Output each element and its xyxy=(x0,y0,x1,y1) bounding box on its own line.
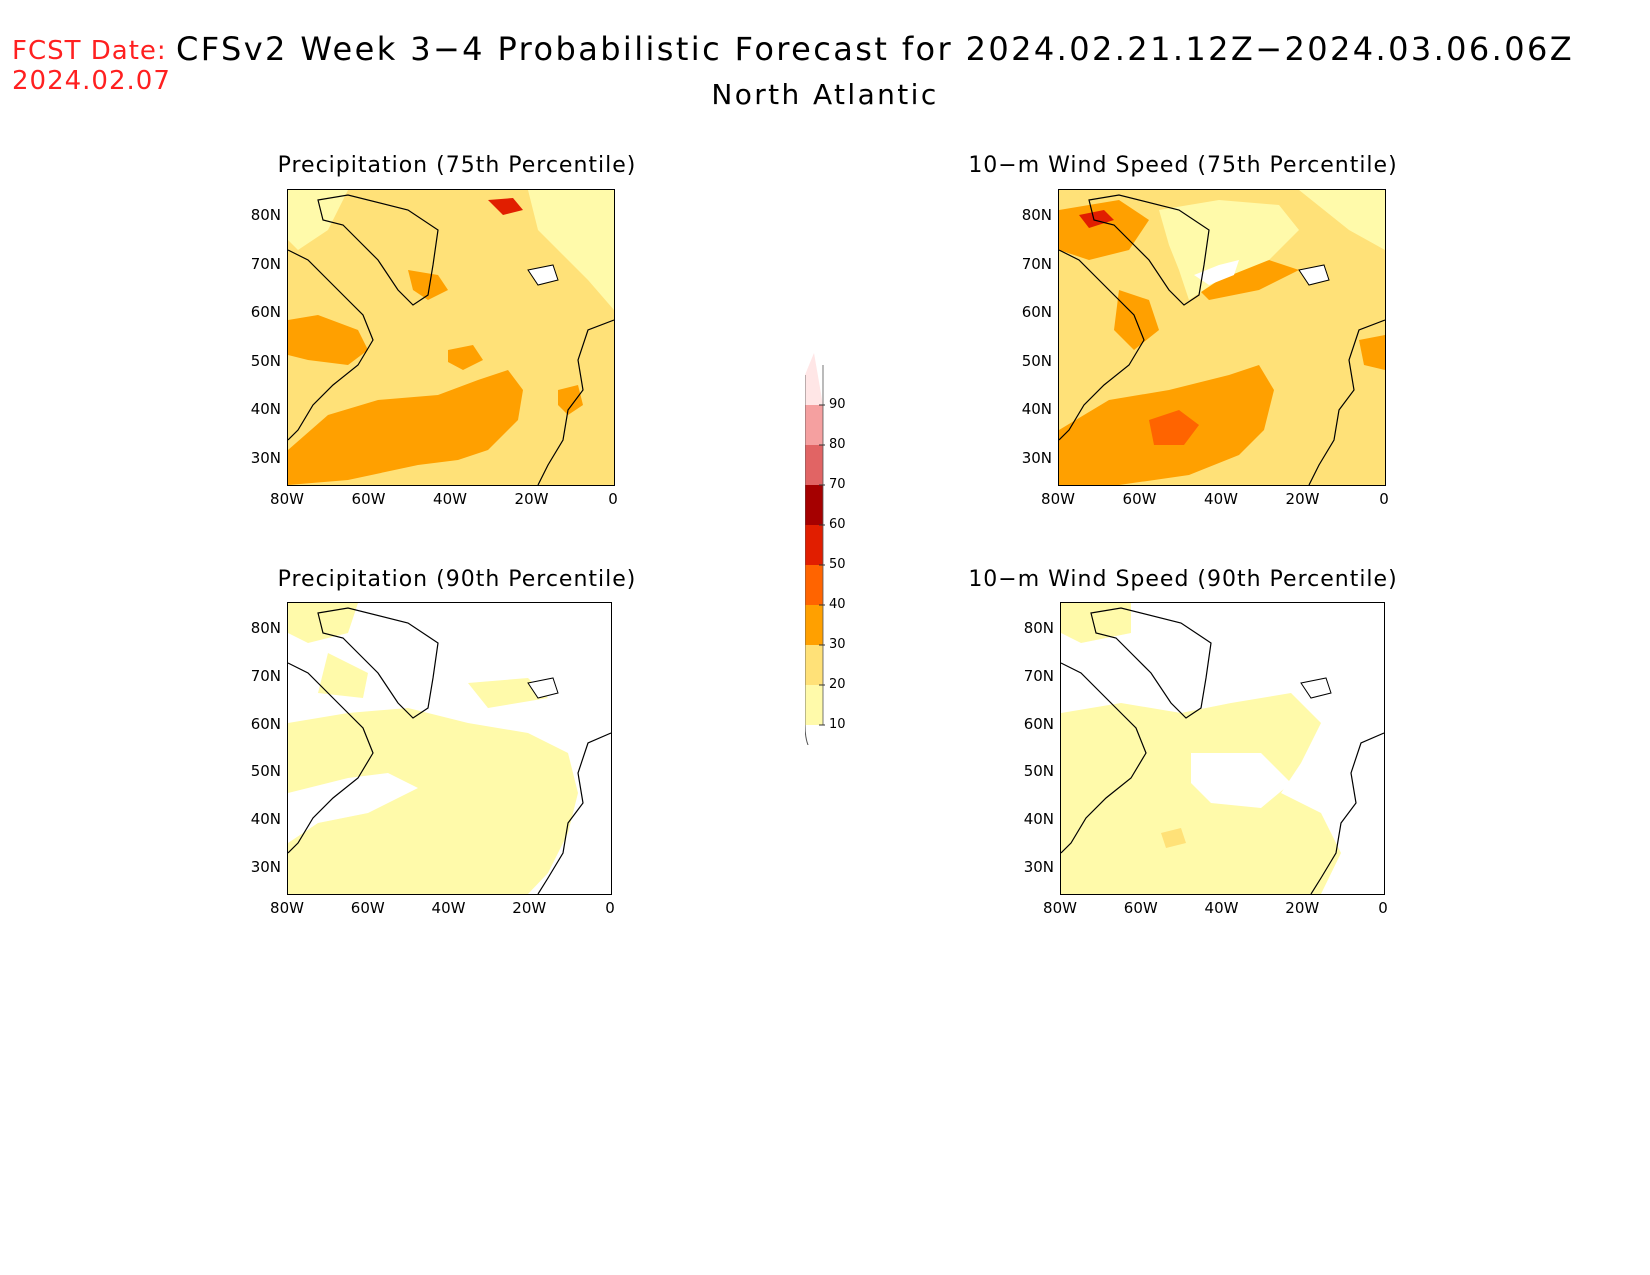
forecast-date-value: 2024.02.07 xyxy=(12,66,171,96)
lat-tick-label: 30N xyxy=(250,858,281,876)
lon-tick-label: 0 xyxy=(1378,899,1388,917)
page-title: CFSv2 Week 3−4 Probabilistic Forecast fo… xyxy=(176,30,1575,68)
region-subtitle: North Atlantic xyxy=(711,78,939,111)
colorbar-level-label: 60 xyxy=(829,517,846,532)
lon-tick-label: 40W xyxy=(1204,490,1238,508)
lat-tick-label: 70N xyxy=(250,254,281,273)
colorbar-swatch xyxy=(805,605,823,645)
map-precip-75th xyxy=(287,189,615,486)
lat-tick-label: 60N xyxy=(250,714,281,733)
colorbar-level-label: 10 xyxy=(829,717,846,732)
lat-tick-label: 50N xyxy=(1021,351,1052,370)
colorbar-swatch xyxy=(805,525,823,565)
panel-title-precip-90: Precipitation (90th Percentile) xyxy=(277,567,637,592)
lon-tick-label: 80W xyxy=(270,490,304,508)
panel-title-precip-75: Precipitation (75th Percentile) xyxy=(277,153,637,178)
lon-tick-label: 80W xyxy=(270,899,304,917)
panel-title-wind-90: 10−m Wind Speed (90th Percentile) xyxy=(968,567,1398,592)
colorbar-swatch xyxy=(805,565,823,605)
lon-tick-label: 60W xyxy=(351,490,386,508)
colorbar-level-label: 50 xyxy=(829,557,846,572)
map-wind-90th xyxy=(1060,602,1385,895)
colorbar-swatch xyxy=(805,485,823,525)
lon-tick-label: 20W xyxy=(512,899,547,917)
colorbar-level-label: 20 xyxy=(829,677,846,692)
lon-tick-label: 80W xyxy=(1043,899,1077,917)
lon-tick-label: 20W xyxy=(1285,899,1320,917)
lon-tick-label: 20W xyxy=(514,490,549,508)
lon-tick-label: 20W xyxy=(1285,490,1320,508)
colorbar-level-label: 30 xyxy=(829,637,846,652)
lat-tick-label: 30N xyxy=(1023,858,1054,876)
colorbar xyxy=(805,353,825,745)
lat-tick-label: 70N xyxy=(1021,254,1052,273)
panel-title-wind-75: 10−m Wind Speed (75th Percentile) xyxy=(968,153,1398,178)
lat-tick-label: 60N xyxy=(250,303,281,322)
lat-tick-label: 40N xyxy=(1021,400,1052,419)
lon-tick-label: 80W xyxy=(1041,490,1075,508)
colorbar-swatch xyxy=(805,353,823,405)
lat-tick-label: 80N xyxy=(250,619,281,637)
lat-tick-label: 80N xyxy=(1023,619,1054,637)
lon-tick-label: 60W xyxy=(350,899,385,917)
colorbar-level-label: 90 xyxy=(829,397,846,412)
lat-tick-label: 40N xyxy=(1023,810,1054,829)
colorbar-swatch xyxy=(805,685,823,725)
lon-tick-label: 60W xyxy=(1123,899,1158,917)
lat-tick-label: 80N xyxy=(1021,206,1052,224)
lat-tick-label: 80N xyxy=(250,206,281,224)
lat-tick-label: 60N xyxy=(1023,714,1054,733)
colorbar-level-label: 40 xyxy=(829,597,846,612)
lat-tick-label: 40N xyxy=(250,400,281,419)
lat-tick-label: 30N xyxy=(250,449,281,467)
lat-tick-label: 50N xyxy=(250,762,281,781)
forecast-date-label: FCST Date: xyxy=(12,36,167,66)
lon-tick-label: 60W xyxy=(1122,490,1157,508)
colorbar-tail xyxy=(805,724,809,745)
lat-tick-label: 50N xyxy=(1023,762,1054,781)
colorbar-swatch xyxy=(805,405,823,445)
colorbar-outline xyxy=(805,365,824,725)
lon-tick-label: 0 xyxy=(608,490,618,508)
colorbar-swatch xyxy=(805,645,823,685)
lat-tick-label: 50N xyxy=(250,351,281,370)
colorbar-level-label: 80 xyxy=(829,437,846,452)
lon-tick-label: 40W xyxy=(1204,899,1239,917)
map-precip-90th xyxy=(287,602,612,895)
lat-tick-label: 70N xyxy=(1023,666,1054,685)
colorbar-swatch xyxy=(805,445,823,485)
map-wind-75th xyxy=(1058,189,1386,486)
colorbar-level-label: 70 xyxy=(829,477,846,492)
lon-tick-label: 40W xyxy=(433,490,467,508)
lon-tick-label: 0 xyxy=(1379,490,1389,508)
lat-tick-label: 60N xyxy=(1021,303,1052,322)
lat-tick-label: 40N xyxy=(250,810,281,829)
lat-tick-label: 70N xyxy=(250,666,281,685)
lon-tick-label: 40W xyxy=(431,899,466,917)
lon-tick-label: 0 xyxy=(605,899,615,917)
lat-tick-label: 30N xyxy=(1021,449,1052,467)
